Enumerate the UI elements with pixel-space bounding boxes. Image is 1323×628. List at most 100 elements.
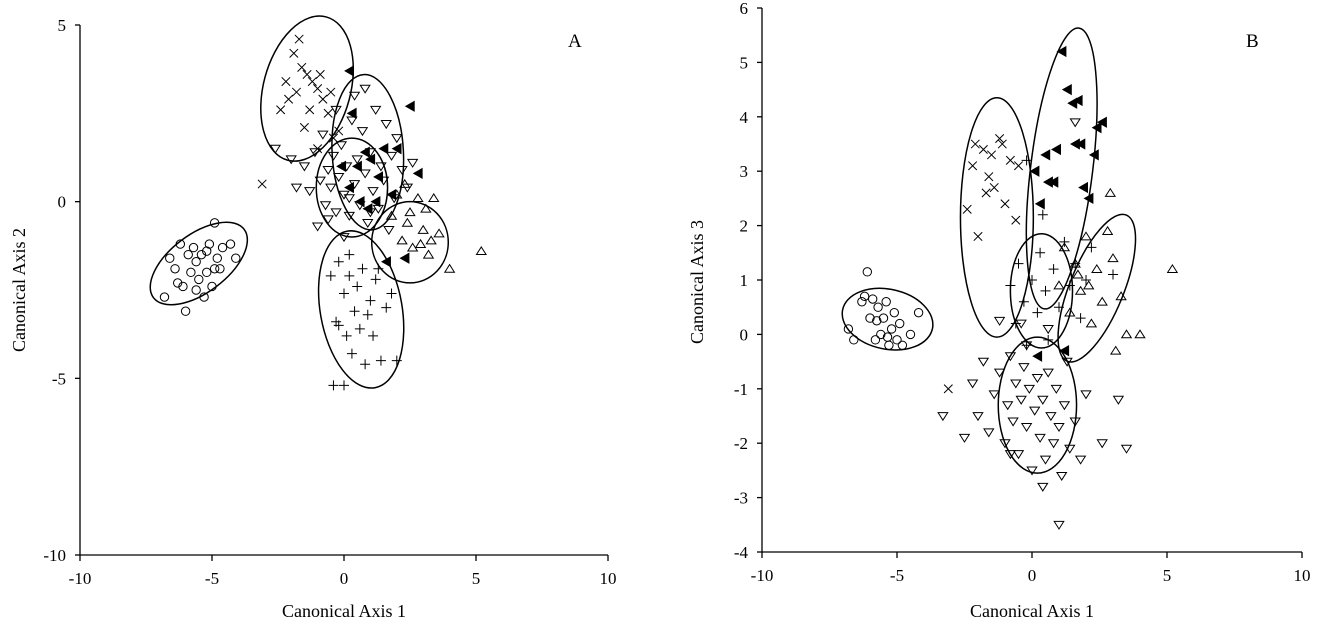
point-triangle-up	[404, 207, 416, 217]
point-triangle-down	[1007, 417, 1019, 427]
point-triangle-down	[380, 120, 392, 130]
point-triangle-down	[359, 84, 371, 94]
point-triangle-down	[359, 169, 371, 179]
point-circle	[212, 253, 222, 263]
point-x	[995, 134, 1005, 144]
point-triangle-left-filled	[1042, 176, 1053, 188]
panel-a-x-axis-title: Canonical Axis 1	[282, 601, 406, 621]
panel-b-marks	[841, 27, 1179, 530]
point-triangle-left-filled	[1061, 83, 1072, 96]
point-x	[328, 133, 338, 143]
point-plus	[352, 281, 363, 292]
y-tick-label: 5	[740, 53, 749, 72]
point-plus	[391, 355, 402, 366]
point-triangle-left-filled	[1051, 143, 1061, 156]
point-circle	[870, 335, 881, 345]
point-circle	[859, 291, 870, 302]
point-triangle-up	[443, 263, 456, 273]
point-circle	[231, 253, 241, 263]
point-plus	[1040, 285, 1051, 296]
point-triangle-up	[1080, 231, 1092, 241]
point-triangle-down	[343, 194, 355, 204]
point-plus	[1081, 275, 1091, 285]
point-x	[1011, 215, 1021, 225]
point-triangle-down	[290, 183, 303, 193]
point-plus	[341, 330, 352, 341]
point-circle	[895, 318, 905, 329]
point-triangle-down	[285, 155, 297, 165]
point-circle	[913, 307, 924, 318]
y-tick-label: 4	[740, 108, 749, 127]
point-circle	[196, 249, 207, 260]
point-triangle-up	[1120, 329, 1133, 339]
point-x	[318, 94, 328, 104]
point-triangle-up	[428, 192, 440, 203]
point-triangle-down	[396, 165, 408, 176]
panel-b-series-circle	[843, 267, 924, 350]
point-plus	[325, 270, 336, 281]
point-x	[294, 34, 304, 44]
point-triangle-down	[269, 144, 282, 154]
point-circle	[882, 332, 893, 342]
panel-a-series-triangle-left-filled	[336, 65, 423, 268]
point-triangle-down	[999, 439, 1011, 449]
point-triangle-left-filled	[404, 100, 415, 112]
point-circle	[905, 329, 916, 340]
point-triangle-down	[1058, 401, 1071, 411]
point-triangle-down	[1004, 352, 1017, 362]
point-triangle-down	[1020, 422, 1033, 433]
point-x	[289, 48, 299, 58]
point-triangle-left-filled	[1075, 138, 1086, 150]
point-triangle-up	[420, 203, 432, 213]
point-triangle-up	[1074, 285, 1087, 295]
group-ellipse	[315, 137, 389, 238]
point-x	[297, 62, 307, 72]
point-triangle-down	[1045, 412, 1057, 422]
point-triangle-down	[330, 208, 342, 218]
point-x	[299, 122, 309, 133]
point-circle	[183, 249, 193, 260]
point-triangle-up	[1091, 263, 1103, 274]
point-triangle-left-filled	[1032, 350, 1043, 362]
point-triangle-down	[333, 173, 345, 183]
point-plus	[386, 288, 397, 299]
point-triangle-down	[362, 218, 374, 229]
point-circle	[202, 267, 212, 278]
point-triangle-down	[327, 151, 340, 161]
point-triangle-left-filled	[373, 171, 384, 183]
y-tick-label: -1	[734, 380, 748, 399]
panel-b-series-x	[943, 134, 1024, 394]
x-tick-label: 10	[1294, 566, 1311, 585]
point-circle	[188, 242, 199, 253]
point-x	[970, 139, 980, 149]
point-triangle-left-filled	[1056, 45, 1067, 58]
point-plus	[375, 355, 386, 366]
x-tick-label: -10	[69, 569, 92, 588]
point-triangle-down	[319, 201, 332, 211]
point-triangle-left-filled	[1059, 345, 1070, 357]
point-triangle-down	[972, 412, 984, 422]
y-tick-label: 0	[58, 193, 67, 212]
group-ellipse	[260, 15, 355, 162]
point-circle	[843, 324, 854, 334]
point-circle	[215, 264, 225, 274]
point-triangle-up	[396, 235, 408, 245]
point-triangle-down	[1039, 455, 1052, 465]
point-circle	[889, 307, 899, 318]
point-triangle-left-filled	[344, 181, 354, 194]
point-triangle-up	[1166, 263, 1179, 274]
point-triangle-up	[1085, 318, 1098, 328]
point-circle	[897, 340, 908, 350]
point-circle	[884, 340, 894, 350]
point-triangle-left-filled	[354, 196, 365, 208]
point-circle	[862, 267, 872, 277]
group-ellipse	[370, 200, 450, 284]
point-circle	[868, 294, 878, 304]
point-triangle-down	[1037, 395, 1049, 405]
point-triangle-down	[1023, 384, 1036, 394]
point-triangle-down	[993, 368, 1006, 378]
point-plus	[354, 323, 365, 334]
point-plus	[1032, 307, 1043, 318]
point-plus	[333, 256, 344, 267]
